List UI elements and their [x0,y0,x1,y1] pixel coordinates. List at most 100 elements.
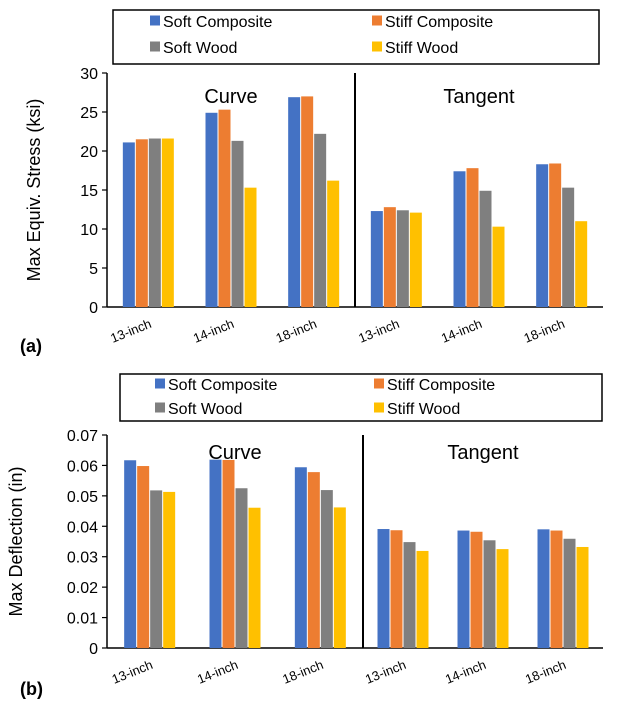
bar [301,96,314,308]
bar [536,164,549,307]
bar [575,221,588,307]
legend-label: Stiff Composite [385,14,493,31]
legend-label: Stiff Wood [385,40,458,57]
bar [209,459,222,648]
bar [163,491,176,648]
legend-swatch [150,41,160,52]
bar [409,212,422,307]
bar [549,163,562,307]
y-tick-label: 0 [89,641,98,658]
bar [383,207,396,307]
legend-entry: Stiff Wood [374,401,460,418]
bar [333,507,346,648]
bar [562,187,575,307]
legend-entry: Soft Wood [150,40,237,57]
y-tick-label: 20 [80,144,98,161]
bar [137,466,150,648]
bar [235,488,248,648]
legend-label: Soft Wood [163,40,237,57]
y-tick-label: 0.01 [67,611,98,628]
bar [327,180,340,307]
y-tick-label: 25 [80,105,98,122]
bar [496,549,509,648]
bar [231,140,244,307]
y-tick-label: 0.02 [67,580,98,597]
y-tick-label: 0.06 [67,458,98,475]
x-tick-label: 18-inch [280,657,325,687]
legend-swatch [374,402,384,413]
legend-entry: Soft Wood [155,401,242,418]
x-tick-label: 13-inch [108,316,153,346]
x-tick-label: 18-inch [274,316,319,346]
group-title: Curve [204,86,257,108]
bar [294,467,307,648]
bar [537,529,550,648]
bar [314,133,327,307]
bar [244,187,257,307]
legend-swatch [372,15,382,26]
group-title: Tangent [447,442,519,464]
y-tick-label: 30 [80,66,98,83]
bar [563,538,576,648]
bar [403,542,416,648]
legend-label: Soft Composite [168,377,277,394]
y-tick-label: 15 [80,183,98,200]
group-title: Curve [208,442,261,464]
chart-panel-1: Soft Composite Stiff Composite Soft Wood St… [20,9,603,356]
bar [479,190,492,307]
legend-swatch [372,41,382,52]
legend: Soft Composite Stiff Composite Soft Wood St… [119,373,603,422]
x-tick-label: 18-inch [523,657,568,687]
legend-swatch [155,378,165,389]
bar [470,531,483,648]
legend-swatch [150,15,160,26]
bar [161,138,174,307]
legend-entry: Stiff Composite [374,377,495,394]
legend-label: Stiff Wood [387,401,460,418]
x-tick-label: 14-inch [195,657,240,687]
panel-label: (a) [20,336,42,356]
bar [150,490,163,648]
x-tick-label: 18-inch [522,316,567,346]
bar [205,112,218,307]
group-title: Tangent [443,86,515,108]
x-tick-label: 14-inch [191,316,236,346]
bar [124,460,137,648]
bar [320,490,333,648]
legend-box [119,373,603,422]
legend-entry: Stiff Wood [372,40,458,57]
bar [122,142,135,307]
y-tick-label: 0.03 [67,550,98,567]
bar [222,459,235,648]
bar [576,546,589,648]
bar [370,211,383,307]
bar [390,530,403,648]
y-tick-label: 0.07 [67,428,98,445]
legend-label: Stiff Composite [387,377,495,394]
legend-entry: Soft Composite [155,377,277,394]
x-tick-label: 13-inch [363,657,408,687]
bar [135,139,148,307]
x-tick-label: 13-inch [110,657,155,687]
x-tick-label: 13-inch [356,316,401,346]
bar [218,109,231,307]
x-tick-label: 14-inch [443,657,488,687]
bar [466,168,479,307]
legend-swatch [155,402,165,413]
bar [148,138,161,307]
bar [377,529,390,648]
y-tick-label: 10 [80,222,98,239]
legend-entry: Stiff Composite [372,14,493,31]
bar [396,210,409,307]
legend-entry: Soft Composite [150,14,272,31]
y-axis-label: Max Equiv. Stress (ksi) [24,99,44,282]
chart-panel-2: Soft Composite Stiff Composite Soft Wood St… [6,373,603,699]
bar [307,472,320,648]
bar [483,540,496,648]
legend: Soft Composite Stiff Composite Soft Wood St… [112,9,600,65]
y-tick-label: 5 [89,261,98,278]
y-tick-label: 0.05 [67,489,98,506]
bar [550,530,563,648]
bar [416,550,429,648]
y-tick-label: 0.04 [67,519,98,536]
